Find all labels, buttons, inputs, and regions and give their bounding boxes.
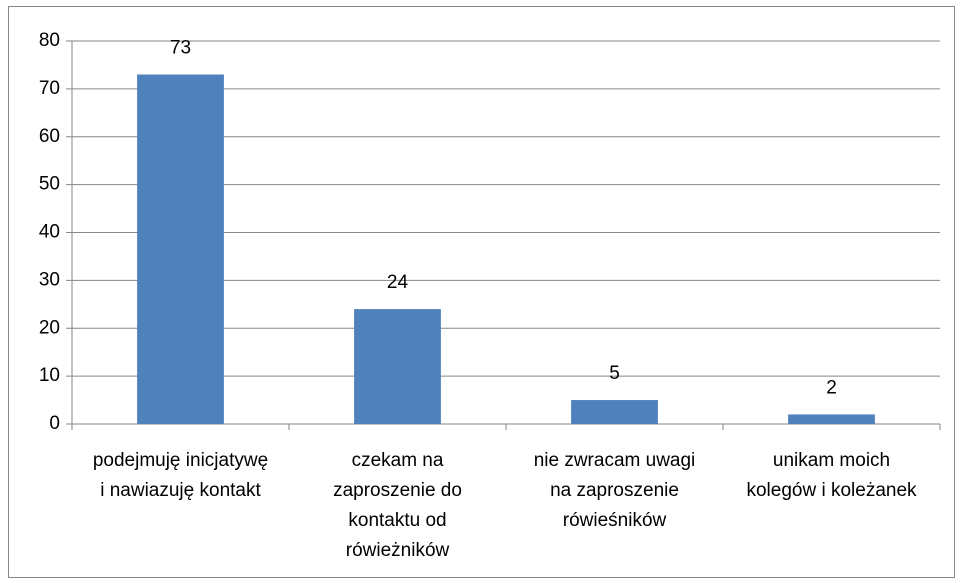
x-tick-label: podejmuję inicjatywę i nawiazuję kontakt bbox=[92, 450, 269, 501]
bar bbox=[571, 400, 658, 424]
bar bbox=[788, 414, 875, 424]
x-tick-label: nie zwracam uwagi na zaproszenie rówieśn… bbox=[533, 450, 696, 531]
y-tick-label: 40 bbox=[39, 222, 60, 243]
bar bbox=[137, 74, 224, 424]
bar bbox=[354, 309, 441, 424]
y-tick-label: 30 bbox=[39, 269, 60, 290]
y-tick-label: 0 bbox=[49, 413, 60, 434]
y-tick-label: 70 bbox=[39, 78, 60, 99]
x-tick-label: czekam na zaproszenie do kontaktu od rów… bbox=[333, 450, 462, 561]
data-label: 5 bbox=[609, 363, 620, 384]
data-label: 73 bbox=[170, 38, 191, 59]
y-tick-label: 20 bbox=[39, 317, 60, 338]
data-label: 24 bbox=[387, 272, 409, 293]
x-tick-label: unikam moich kolegów i koleżanek bbox=[746, 450, 917, 501]
y-tick-label: 80 bbox=[39, 30, 60, 51]
y-tick-label: 10 bbox=[39, 365, 60, 386]
y-tick-label: 50 bbox=[39, 174, 60, 195]
data-label: 2 bbox=[826, 377, 837, 398]
y-tick-label: 60 bbox=[39, 126, 60, 147]
